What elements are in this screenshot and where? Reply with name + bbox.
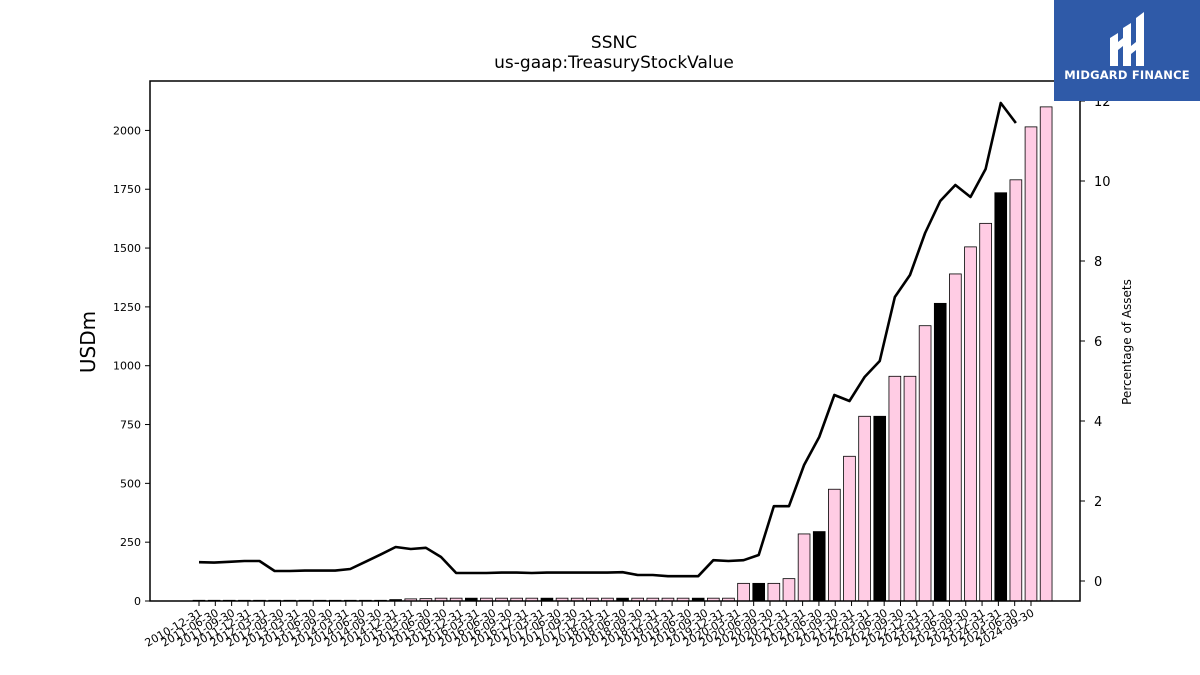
y-axis-label: USDm [76,311,100,373]
midgard-logo-icon [1110,12,1144,66]
bar [782,578,796,602]
y-tick-label: 1000 [113,360,141,373]
y-tick-label: 1500 [113,242,141,255]
bar [828,488,841,602]
y2-tick-label: 2 [1094,495,1102,510]
bar [903,375,917,602]
y2-tick-label: 6 [1094,335,1102,350]
y-tick-label: 1750 [113,183,141,196]
bar [767,582,781,602]
bar [918,325,932,602]
y2-tick-label: 0 [1094,575,1102,590]
y2-tick-label: 8 [1094,255,1102,270]
brand-name: MIDGARD FINANCE [1064,68,1190,82]
bar [1009,179,1023,602]
y-tick-label: 750 [120,419,141,432]
plot-area: 0250500750100012501500175020000246810122… [113,80,1111,650]
series-line [198,101,1017,578]
y-tick-label: 1250 [113,301,141,314]
bar [1039,106,1053,602]
bar [949,273,962,602]
bar [888,375,902,602]
y-tick-label: 2000 [113,124,141,137]
bar [873,415,887,602]
bar [964,246,977,602]
y2-tick-label: 10 [1094,175,1111,190]
y-tick-label: 500 [120,477,141,490]
bar [933,302,947,602]
bar [737,582,750,602]
bar [994,192,1008,602]
bar [858,415,871,602]
chart-subtitle: us-gaap:TreasuryStockValue [494,53,734,73]
bar [979,222,992,602]
y-tick-label: 0 [134,595,141,608]
bar [1024,126,1038,602]
bar [752,582,766,602]
y2-axis-label: Percentage of Assets [1120,279,1134,405]
y2-tick-label: 4 [1094,415,1102,430]
chart-title: SSNC [591,33,637,53]
bar [797,533,811,602]
y-tick-label: 250 [120,536,141,549]
brand-logo: MIDGARD FINANCE [1054,0,1200,101]
bar [843,455,856,602]
bar [812,531,826,602]
